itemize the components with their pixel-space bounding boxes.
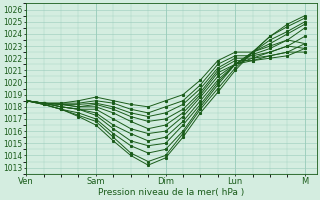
X-axis label: Pression niveau de la mer( hPa ): Pression niveau de la mer( hPa ) [98,188,244,197]
